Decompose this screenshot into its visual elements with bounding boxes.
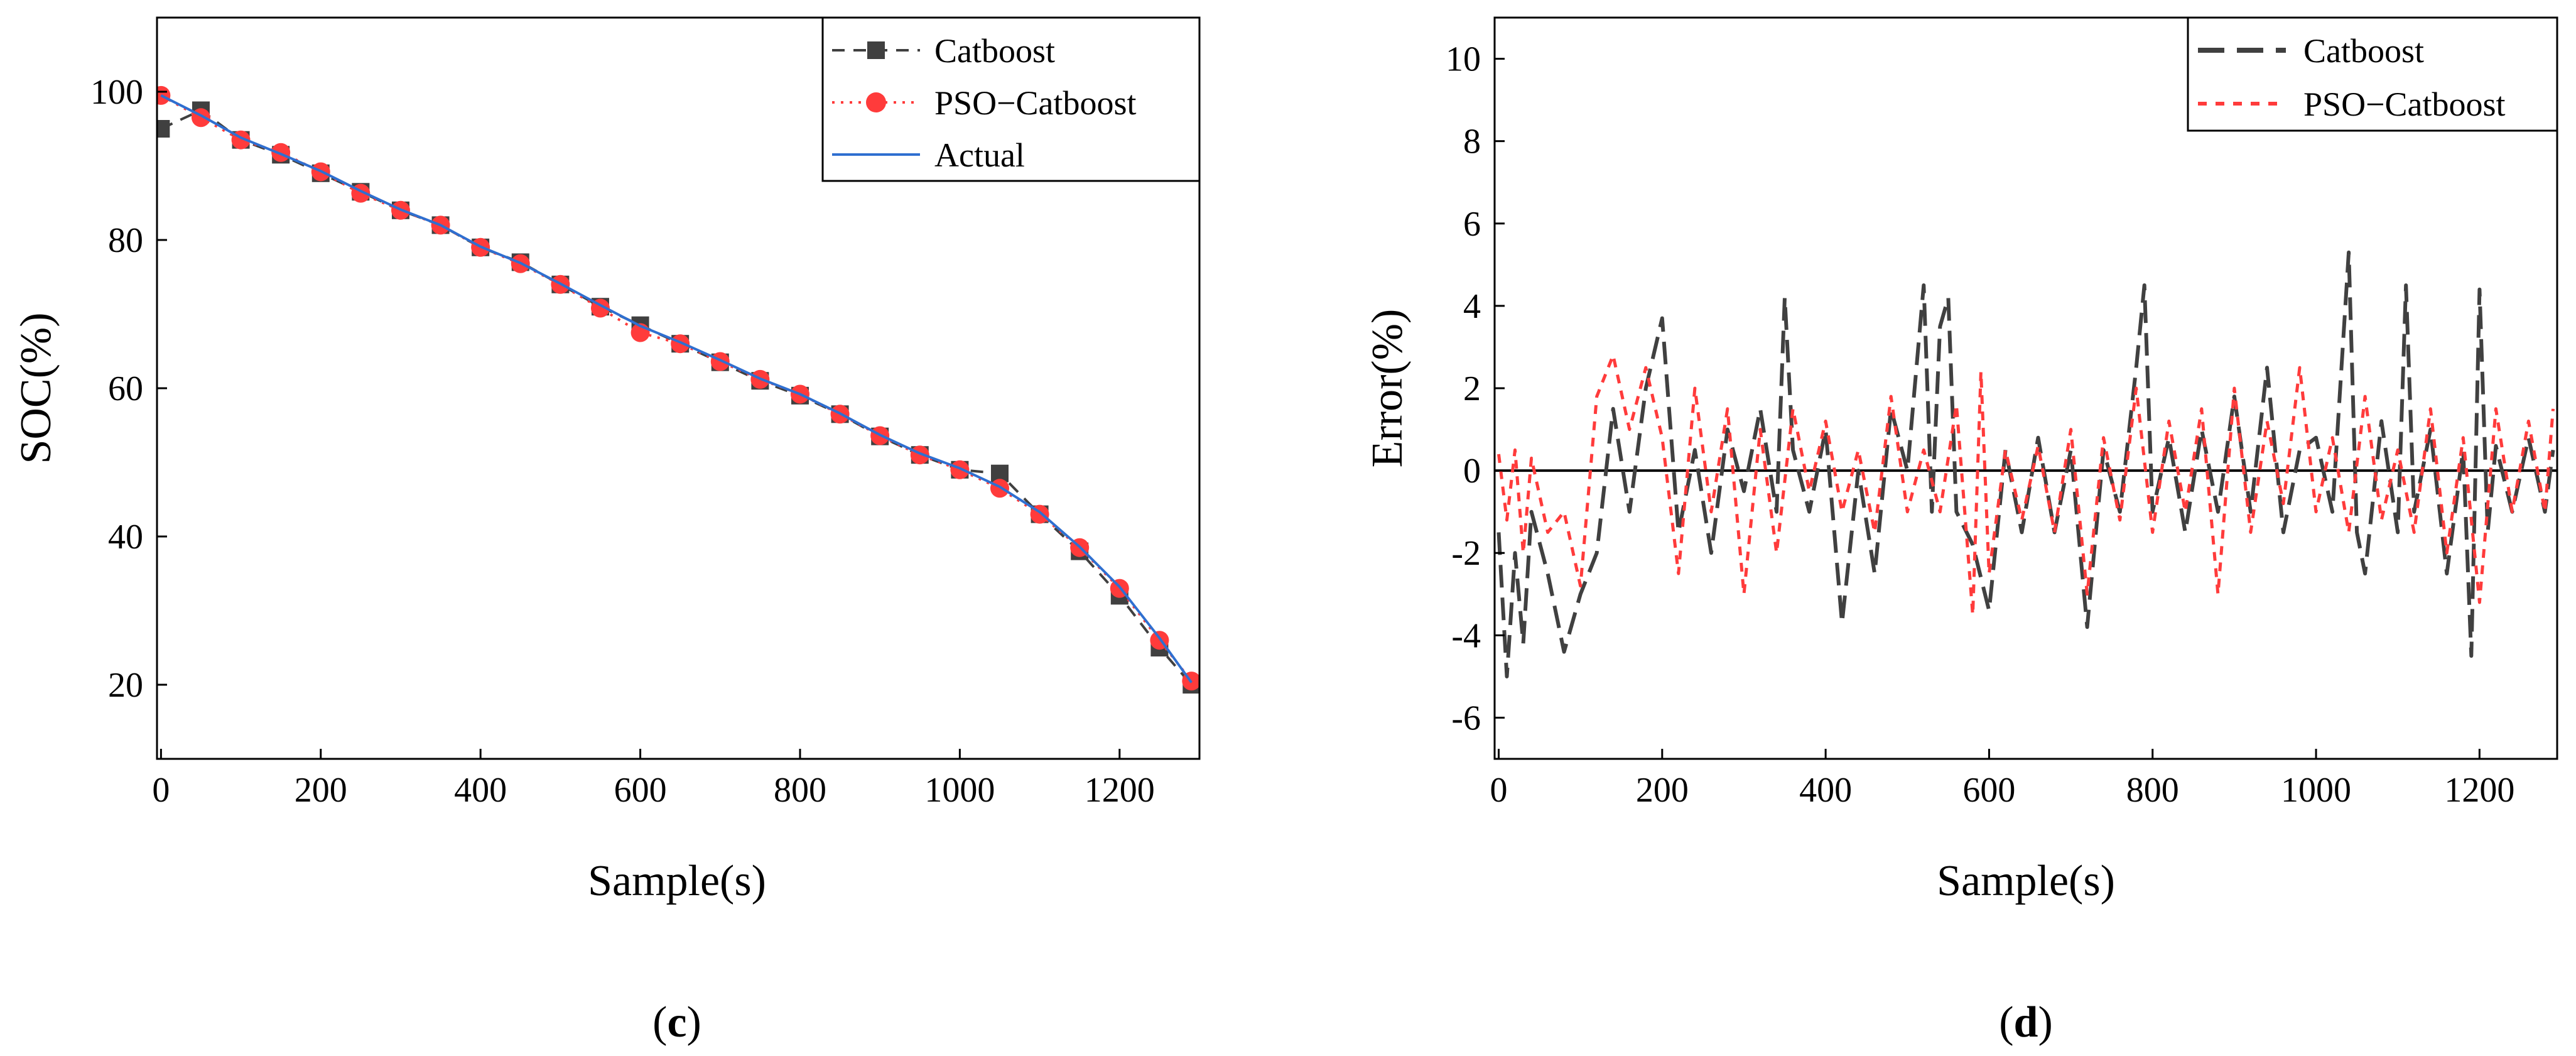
panel-c-series-actual-line — [160, 94, 1193, 683]
panel-c-xtick-label: 800 — [774, 771, 826, 810]
panel-c-xtick-label: 400 — [454, 771, 507, 810]
panel-d-xtick-label: 800 — [2126, 771, 2179, 810]
panel-c-ytick-label: 20 — [108, 666, 143, 705]
panel-d-ytick-label: -6 — [1451, 699, 1481, 738]
panel-c-legend-label-catboost: Catboost — [934, 32, 1055, 70]
panel-d-ytick-label: 6 — [1463, 205, 1481, 244]
panel-d-ticks: 0 200 400 600 800 1000 1200 -6 -4 -2 0 2 4 6 8 10 — [1446, 40, 2514, 810]
panel-d-ytick-label: 10 — [1446, 40, 1481, 79]
panel-d-ytick-label: 4 — [1463, 287, 1481, 326]
panel-c-xtick-label: 600 — [614, 771, 667, 810]
panel-c-point-pso-catboost — [710, 352, 730, 371]
panel-d-series-pso-catboost-line — [1497, 354, 2555, 617]
panel-c-ytick-label: 80 — [108, 221, 143, 260]
panel-d-xtick-label: 200 — [1636, 771, 1689, 810]
panel-d-ylabel: Error(%) — [1363, 309, 1412, 468]
panel-d-plot-area — [1495, 250, 2557, 678]
panel-c-xtick-label: 1200 — [1085, 771, 1155, 810]
panel-d-xtick-label: 1200 — [2444, 771, 2514, 810]
panel-c-series-layer — [157, 85, 1199, 694]
panel-d-xlabel: Sample(s) — [1937, 857, 2115, 905]
panel-d-ytick-label: -2 — [1451, 534, 1481, 573]
panel-c-point-pso-catboost — [671, 334, 690, 354]
panel-d-xtick-label: 1000 — [2281, 771, 2351, 810]
panel-c-point-pso-catboost — [950, 460, 970, 479]
panel-c-series-catboost-line — [160, 109, 1193, 686]
panel-c-point-pso-catboost — [157, 85, 171, 105]
panel-c-series-pso-catboost-line — [160, 94, 1193, 682]
panel-c-point-pso-catboost — [990, 479, 1009, 498]
panel-d-ytick-label: 0 — [1463, 452, 1481, 491]
panel-d-legend-box — [2187, 16, 2558, 132]
panel-c-xlabel: Sample(s) — [588, 857, 766, 905]
panel-c: 0 200 400 600 800 1000 1200 20 40 60 80 100 Sample(… — [12, 16, 1201, 1047]
panel-c-caption: (c) — [652, 998, 701, 1047]
panel-d-legend: Catboost PSO−Catboost — [2187, 16, 2558, 132]
panel-c-legend: Catboost PSO−Catboost Actual — [821, 16, 1201, 182]
panel-d-xtick-label: 400 — [1799, 771, 1852, 810]
panel-c-xtick-label: 200 — [295, 771, 347, 810]
panel-d: 0 200 400 600 800 1000 1200 -6 -4 -2 0 2 4 6 8 10 Sampl… — [1363, 16, 2558, 1047]
panel-c-ylabel: SOC(%) — [12, 312, 60, 464]
panel-d-xtick-label: 0 — [1490, 771, 1508, 810]
panel-d-legend-label-pso: PSO−Catboost — [2303, 85, 2506, 123]
panel-c-ticks: 0 200 400 600 800 1000 1200 20 40 60 80 100 — [90, 73, 1155, 810]
panel-c-ytick-label: 60 — [108, 369, 143, 408]
panel-d-caption: (d) — [1999, 998, 2053, 1047]
panel-c-xtick-label: 0 — [152, 771, 170, 810]
panel-c-ytick-label: 40 — [108, 518, 143, 557]
panel-d-ytick-label: 8 — [1463, 122, 1481, 161]
panel-c-legend-marker-pso — [866, 92, 886, 112]
panel-d-ytick-label: -4 — [1451, 616, 1481, 655]
panel-d-series-catboost-line — [1496, 250, 2555, 678]
panel-d-series-layer — [1496, 250, 2555, 678]
panel-c-legend-label-actual: Actual — [934, 136, 1025, 174]
panel-d-legend-label-catboost: Catboost — [2303, 32, 2424, 70]
panel-c-xtick-label: 1000 — [924, 771, 995, 810]
panel-d-xtick-label: 600 — [1962, 771, 2015, 810]
panel-c-legend-label-pso: PSO−Catboost — [934, 84, 1137, 122]
panel-c-ytick-label: 100 — [90, 73, 143, 112]
panel-c-legend-marker-catboost — [867, 41, 885, 59]
panel-c-point-catboost — [157, 120, 170, 138]
panel-d-ytick-label: 2 — [1463, 369, 1481, 408]
panel-c-plot-area — [157, 85, 1199, 694]
